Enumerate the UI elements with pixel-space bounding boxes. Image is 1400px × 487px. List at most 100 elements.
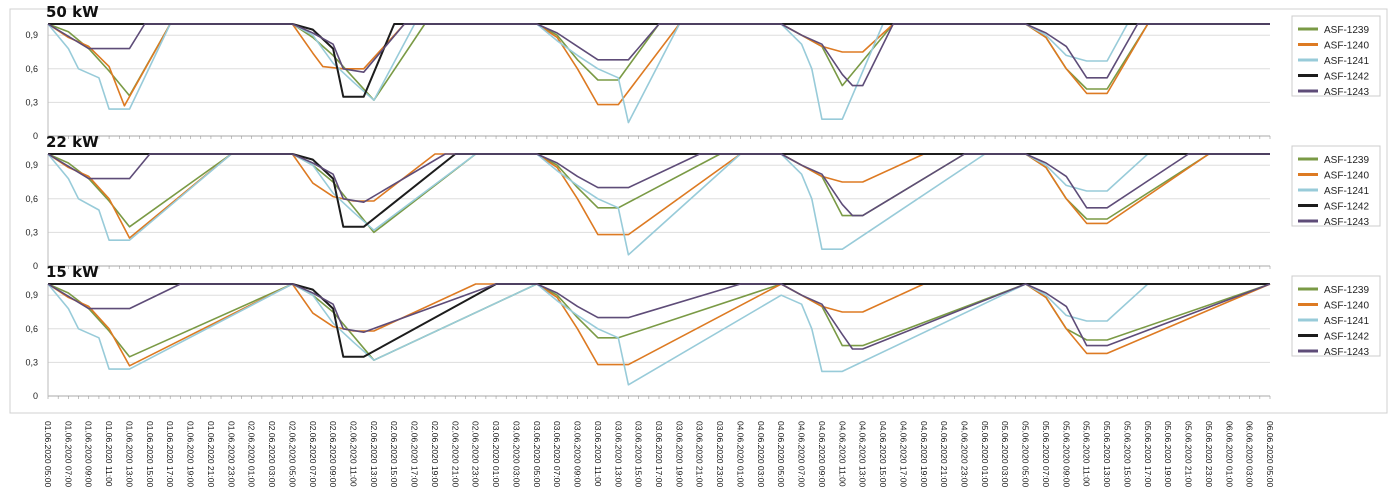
x-tick-label: 01.06.2020 09:00 xyxy=(84,421,94,487)
legend-entry: ASF-1241 xyxy=(1324,316,1369,327)
x-tick-label: 05.06.2020 11:00 xyxy=(1082,421,1092,487)
series-line-asf-1243 xyxy=(47,23,1270,87)
x-tick-label: 06.06.2020 01:00 xyxy=(1224,421,1234,487)
legend-entry: ASF-1240 xyxy=(1324,171,1369,182)
x-tick-label: 05.06.2020 19:00 xyxy=(1163,421,1173,487)
series-line-asf-1243 xyxy=(47,153,1270,217)
x-tick-label: 03.06.2020 17:00 xyxy=(654,421,664,487)
x-tick-label: 01.06.2020 15:00 xyxy=(145,421,155,487)
legend-entry: ASF-1239 xyxy=(1324,25,1369,36)
x-tick-label: 02.06.2020 09:00 xyxy=(328,421,338,487)
y-tick-label: 0,9 xyxy=(25,30,38,40)
y-tick-label: 0,6 xyxy=(25,64,38,74)
legend-entry: ASF-1240 xyxy=(1324,301,1369,312)
x-tick-label: 03.06.2020 13:00 xyxy=(613,421,623,487)
series-line-asf-1241 xyxy=(47,283,1270,386)
x-tick-label: 03.06.2020 21:00 xyxy=(695,421,705,487)
legend: ASF-1239 ASF-1240 ASF-1241 ASF-1242 ASF-1243 xyxy=(1291,145,1381,228)
x-tick-label: 04.06.2020 21:00 xyxy=(939,421,949,487)
x-tick-label: 03.06.2020 15:00 xyxy=(634,421,644,487)
x-tick-label: 03.06.2020 03:00 xyxy=(511,421,521,487)
x-tick-label: 02.06.2020 19:00 xyxy=(430,421,440,487)
x-tick-label: 04.06.2020 11:00 xyxy=(837,421,847,487)
y-tick-label: 0,9 xyxy=(25,290,38,300)
y-tick-label: 0,3 xyxy=(25,357,38,367)
x-tick-label: 03.06.2020 07:00 xyxy=(552,421,562,487)
panel-title: 50 kW xyxy=(46,3,99,21)
legend: ASF-1239 ASF-1240 ASF-1241 ASF-1242 ASF-1243 xyxy=(1291,275,1381,358)
x-tick-label: 03.06.2020 11:00 xyxy=(593,421,603,487)
legend: ASF-1239 ASF-1240 ASF-1241 ASF-1242 ASF-1243 xyxy=(1291,15,1381,98)
legend-entry: ASF-1241 xyxy=(1324,56,1369,67)
x-tick-label: 02.06.2020 11:00 xyxy=(349,421,359,487)
y-tick-label: 0,6 xyxy=(25,324,38,334)
x-tick-label: 04.06.2020 19:00 xyxy=(919,421,929,487)
y-tick-label: 0 xyxy=(33,131,38,141)
x-tick-label: 01.06.2020 21:00 xyxy=(206,421,216,487)
x-tick-label: 04.06.2020 07:00 xyxy=(797,421,807,487)
legend-entry: ASF-1242 xyxy=(1324,332,1369,343)
x-tick-label: 02.06.2020 17:00 xyxy=(410,421,420,487)
x-tick-label: 05.06.2020 01:00 xyxy=(980,421,990,487)
x-tick-label: 01.06.2020 11:00 xyxy=(104,421,114,487)
figure-border xyxy=(9,8,1388,414)
x-tick-label: 02.06.2020 23:00 xyxy=(471,421,481,487)
x-tick-label: 01.06.2020 13:00 xyxy=(125,421,135,487)
x-tick-label: 02.06.2020 15:00 xyxy=(389,421,399,487)
legend-entry: ASF-1242 xyxy=(1324,202,1369,213)
x-tick-label: 03.06.2020 19:00 xyxy=(674,421,684,487)
x-tick-label: 01.06.2020 05:00 xyxy=(43,421,53,487)
x-tick-label: 03.06.2020 09:00 xyxy=(573,421,583,487)
panel-title: 15 kW xyxy=(46,263,99,281)
y-tick-label: 0,3 xyxy=(25,227,38,237)
legend-entry: ASF-1239 xyxy=(1324,155,1369,166)
x-tick-label: 05.06.2020 03:00 xyxy=(1000,421,1010,487)
x-tick-label: 05.06.2020 13:00 xyxy=(1102,421,1112,487)
x-tick-label: 02.06.2020 13:00 xyxy=(369,421,379,487)
x-tick-label: 02.06.2020 01:00 xyxy=(247,421,257,487)
x-tick-label: 05.06.2020 23:00 xyxy=(1204,421,1214,487)
x-tick-label: 05.06.2020 09:00 xyxy=(1061,421,1071,487)
legend-entry: ASF-1242 xyxy=(1324,72,1369,83)
legend-entry: ASF-1243 xyxy=(1324,217,1369,228)
x-tick-label: 04.06.2020 17:00 xyxy=(898,421,908,487)
x-tick-label: 06.06.2020 05:00 xyxy=(1265,421,1275,487)
x-tick-label: 03.06.2020 23:00 xyxy=(715,421,725,487)
x-tick-label: 02.06.2020 05:00 xyxy=(287,421,297,487)
x-tick-label: 03.06.2020 05:00 xyxy=(532,421,542,487)
x-tick-label: 04.06.2020 05:00 xyxy=(776,421,786,487)
x-tick-label: 03.06.2020 01:00 xyxy=(491,421,501,487)
x-tick-label: 01.06.2020 17:00 xyxy=(165,421,175,487)
panel-title: 22 kW xyxy=(46,133,99,151)
legend-entry: ASF-1239 xyxy=(1324,285,1369,296)
y-tick-label: 0 xyxy=(33,391,38,401)
series-line-asf-1241 xyxy=(47,23,1270,124)
series-line-asf-1240 xyxy=(47,283,1271,367)
series-line-asf-1243 xyxy=(47,283,1271,350)
x-tick-label: 04.06.2020 09:00 xyxy=(817,421,827,487)
y-tick-label: 0,9 xyxy=(25,160,38,170)
y-tick-label: 0 xyxy=(33,261,38,271)
x-tick-label: 04.06.2020 01:00 xyxy=(736,421,746,487)
x-tick-label: 02.06.2020 21:00 xyxy=(450,421,460,487)
x-tick-label: 05.06.2020 15:00 xyxy=(1122,421,1132,487)
legend-entry: ASF-1240 xyxy=(1324,41,1369,52)
x-tick-label: 04.06.2020 03:00 xyxy=(756,421,766,487)
x-tick-label: 05.06.2020 07:00 xyxy=(1041,421,1051,487)
x-tick-label: 02.06.2020 03:00 xyxy=(267,421,277,487)
x-tick-label: 06.06.2020 03:00 xyxy=(1245,421,1255,487)
legend-entry: ASF-1243 xyxy=(1324,87,1369,98)
legend-entry: ASF-1243 xyxy=(1324,347,1369,358)
x-tick-label: 04.06.2020 13:00 xyxy=(858,421,868,487)
x-tick-label: 01.06.2020 23:00 xyxy=(226,421,236,487)
x-tick-label: 02.06.2020 07:00 xyxy=(308,421,318,487)
x-tick-label: 04.06.2020 23:00 xyxy=(960,421,970,487)
series-line-asf-1241 xyxy=(47,153,1270,256)
x-tick-label: 05.06.2020 21:00 xyxy=(1184,421,1194,487)
